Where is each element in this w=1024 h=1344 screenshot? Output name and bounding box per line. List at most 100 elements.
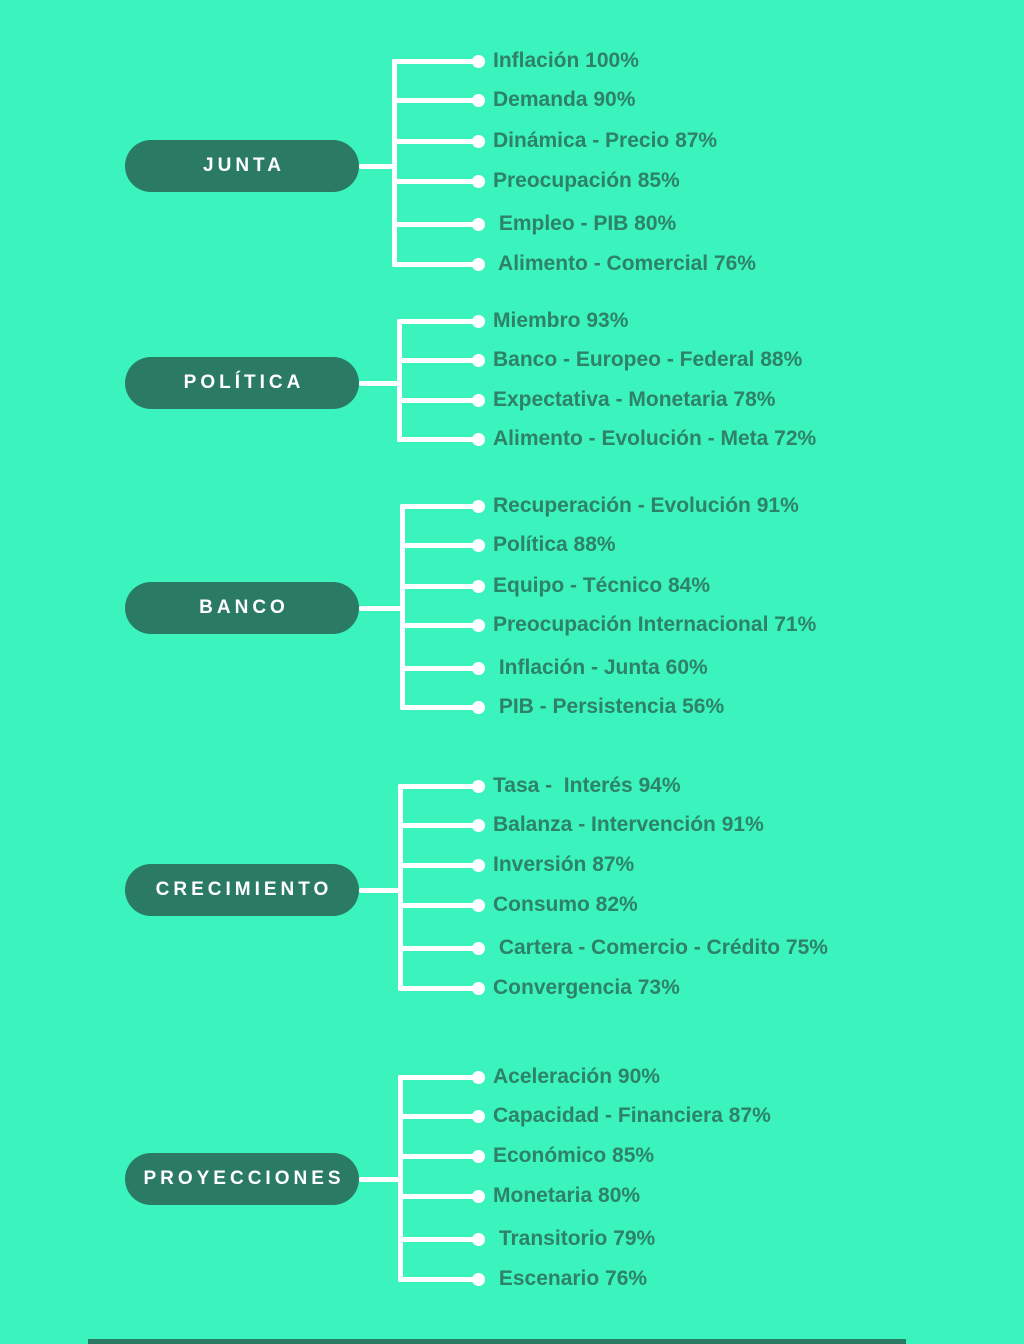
node-pill-junta: JUNTA — [125, 140, 359, 192]
branch-item-label: PIB - Persistencia 56% — [493, 695, 725, 718]
connector-branch — [392, 58, 478, 64]
node-label-crecimiento: CRECIMIENTO — [155, 879, 333, 900]
branch-item-label: Alimento - Evolución - Meta 72% — [493, 427, 817, 450]
branch-item-label: Capacidad - Financiera 87% — [493, 1104, 771, 1127]
connector-branch — [392, 178, 478, 184]
branch-dot — [471, 858, 485, 872]
connector-branch — [400, 542, 478, 548]
branch-item-label: Consumo 82% — [493, 893, 638, 916]
connector-branch — [392, 97, 478, 103]
branch-item-label: Inversión 87% — [493, 853, 635, 876]
connector-branch — [398, 1153, 478, 1159]
branch-dot — [471, 981, 485, 995]
connector-branch — [398, 1193, 478, 1199]
branch-item-label: Tasa - Interés 94% — [493, 774, 681, 797]
branch-dot — [471, 941, 485, 955]
branch-item-label: Balanza - Intervención 91% — [493, 813, 764, 836]
branch-dot — [471, 538, 485, 552]
connector-branch — [398, 1236, 478, 1242]
connector-stub-banco — [359, 605, 405, 611]
branch-dot — [471, 579, 485, 593]
branch-dot — [471, 1272, 485, 1286]
connector-branch — [397, 436, 478, 442]
branch-item-label: Recuperación - Evolución 91% — [493, 494, 799, 517]
connector-trunk-politica — [397, 318, 402, 442]
branch-item-label: Aceleración 90% — [493, 1065, 660, 1088]
branch-item-label: Preocupación Internacional 71% — [493, 613, 817, 636]
branch-item-label: Banco - Europeo - Federal 88% — [493, 348, 803, 371]
node-label-politica: POLÍTICA — [183, 372, 305, 393]
branch-item-label: Monetaria 80% — [493, 1184, 641, 1207]
branch-dot — [471, 1232, 485, 1246]
branch-dot — [471, 779, 485, 793]
branch-item-label: Cartera - Comercio - Crédito 75% — [493, 936, 828, 959]
branch-dot — [471, 618, 485, 632]
node-pill-banco: BANCO — [125, 582, 359, 634]
connector-branch — [397, 318, 478, 324]
connector-trunk-crecimiento — [398, 783, 403, 991]
connector-stub-junta — [359, 163, 397, 169]
bottom-edge-bar — [88, 1339, 906, 1344]
branch-dot — [471, 393, 485, 407]
branch-dot — [471, 432, 485, 446]
connector-branch — [392, 138, 478, 144]
branch-dot — [471, 134, 485, 148]
connector-branch — [398, 862, 478, 868]
connector-branch — [397, 397, 478, 403]
connector-branch — [400, 503, 478, 509]
branch-item-label: Escenario 76% — [493, 1267, 648, 1290]
branch-item-label: Inflación - Junta 60% — [493, 656, 708, 679]
connector-trunk-proyecciones — [398, 1074, 403, 1282]
connector-branch — [400, 665, 478, 671]
branch-dot — [471, 1189, 485, 1203]
branch-item-label: Demanda 90% — [493, 88, 636, 111]
connector-stub-crecimiento — [359, 887, 403, 893]
connector-branch — [398, 985, 478, 991]
node-pill-proyecciones: PROYECCIONES — [125, 1153, 359, 1205]
connector-branch — [398, 1074, 478, 1080]
connector-branch — [398, 945, 478, 951]
branch-dot — [471, 700, 485, 714]
branch-dot — [471, 1109, 485, 1123]
branch-dot — [471, 499, 485, 513]
branch-item-label: Equipo - Técnico 84% — [493, 574, 711, 597]
node-pill-crecimiento: CRECIMIENTO — [125, 864, 359, 916]
branch-dot — [471, 1070, 485, 1084]
node-label-banco: BANCO — [199, 597, 289, 618]
connector-trunk-banco — [400, 503, 405, 710]
branch-dot — [471, 174, 485, 188]
branch-dot — [471, 54, 485, 68]
branch-item-label: Política 88% — [493, 533, 616, 556]
branch-dot — [471, 314, 485, 328]
connector-branch — [398, 1113, 478, 1119]
connector-stub-politica — [359, 380, 402, 386]
branch-item-label: Empleo - PIB 80% — [493, 212, 677, 235]
branch-dot — [471, 898, 485, 912]
connector-trunk-junta — [392, 58, 397, 267]
connector-branch — [398, 1276, 478, 1282]
branch-dot — [471, 661, 485, 675]
branch-dot — [471, 818, 485, 832]
branch-dot — [471, 93, 485, 107]
branch-dot — [471, 1149, 485, 1163]
node-pill-politica: POLÍTICA — [125, 357, 359, 409]
branch-dot — [471, 217, 485, 231]
branch-item-label: Convergencia 73% — [493, 976, 680, 999]
connector-branch — [400, 704, 478, 710]
node-label-proyecciones: PROYECCIONES — [143, 1168, 345, 1189]
connector-stub-proyecciones — [359, 1176, 403, 1182]
connector-branch — [400, 583, 478, 589]
node-label-junta: JUNTA — [203, 155, 285, 176]
branch-item-label: Transitorio 79% — [493, 1227, 656, 1250]
branch-item-label: Miembro 93% — [493, 309, 629, 332]
branch-dot — [471, 353, 485, 367]
connector-branch — [392, 221, 478, 227]
branch-item-label: Expectativa - Monetaria 78% — [493, 388, 776, 411]
branch-item-label: Dinámica - Precio 87% — [493, 129, 718, 152]
branch-item-label: Preocupación 85% — [493, 169, 680, 192]
connector-branch — [392, 261, 478, 267]
connector-branch — [398, 822, 478, 828]
branch-item-label: Económico 85% — [493, 1144, 655, 1167]
connector-branch — [398, 783, 478, 789]
